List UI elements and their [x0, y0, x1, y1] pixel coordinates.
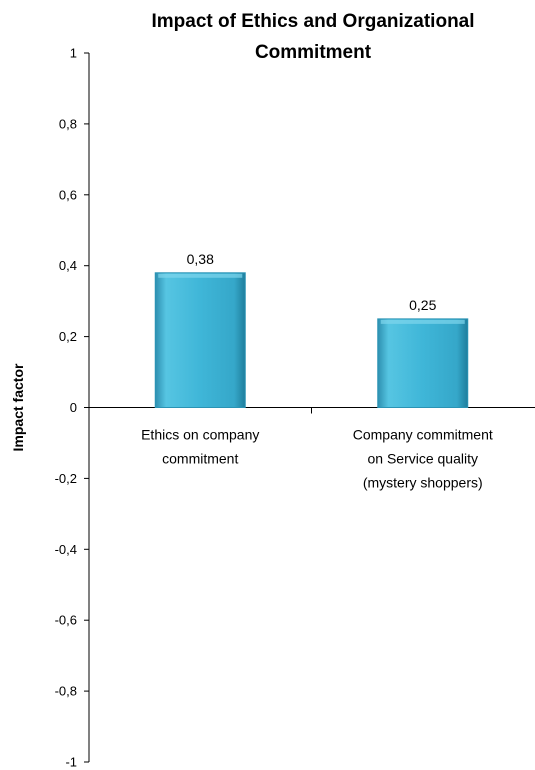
category-label: on Service quality	[367, 451, 478, 467]
data-label: 0,25	[409, 297, 436, 313]
y-tick-label: 0,8	[59, 116, 77, 131]
y-tick-label: 0,2	[59, 329, 77, 344]
category-label: Ethics on company	[141, 427, 259, 443]
y-tick-label: -0,6	[55, 613, 77, 628]
data-label: 0,38	[187, 251, 214, 267]
y-tick-label: -1	[65, 755, 77, 770]
bar-highlight	[380, 319, 465, 324]
bars: 0,38 0,25	[154, 251, 469, 409]
category-label: Company commitment	[353, 427, 493, 443]
chart-title-line: Commitment	[255, 42, 372, 63]
y-tick-label: -0,2	[55, 471, 77, 486]
y-tick-label: 1	[70, 46, 77, 61]
y-axis-label: Impact factor	[10, 363, 26, 451]
axes: 1 0,8 0,6 0,4 0,2 0 -0,2 -0,4 -0,6 -0,8 -1	[55, 46, 535, 770]
category-label: commitment	[162, 451, 238, 467]
chart-title-line: Impact of Ethics and Organizational	[151, 11, 474, 32]
bar-highlight	[158, 273, 243, 278]
y-tick-label: -0,4	[55, 542, 77, 557]
category-labels: Ethics on company commitment Company commi…	[141, 427, 493, 491]
chart-title: Impact of Ethics and Organizational Commi…	[151, 11, 474, 63]
y-tick-label: 0,4	[59, 258, 77, 273]
y-tick-label: -0,8	[55, 684, 77, 699]
y-tick-label: 0	[70, 400, 77, 415]
bar	[154, 272, 246, 409]
category-label: (mystery shoppers)	[363, 475, 483, 491]
y-tick-label: 0,6	[59, 187, 77, 202]
bar	[377, 318, 469, 408]
